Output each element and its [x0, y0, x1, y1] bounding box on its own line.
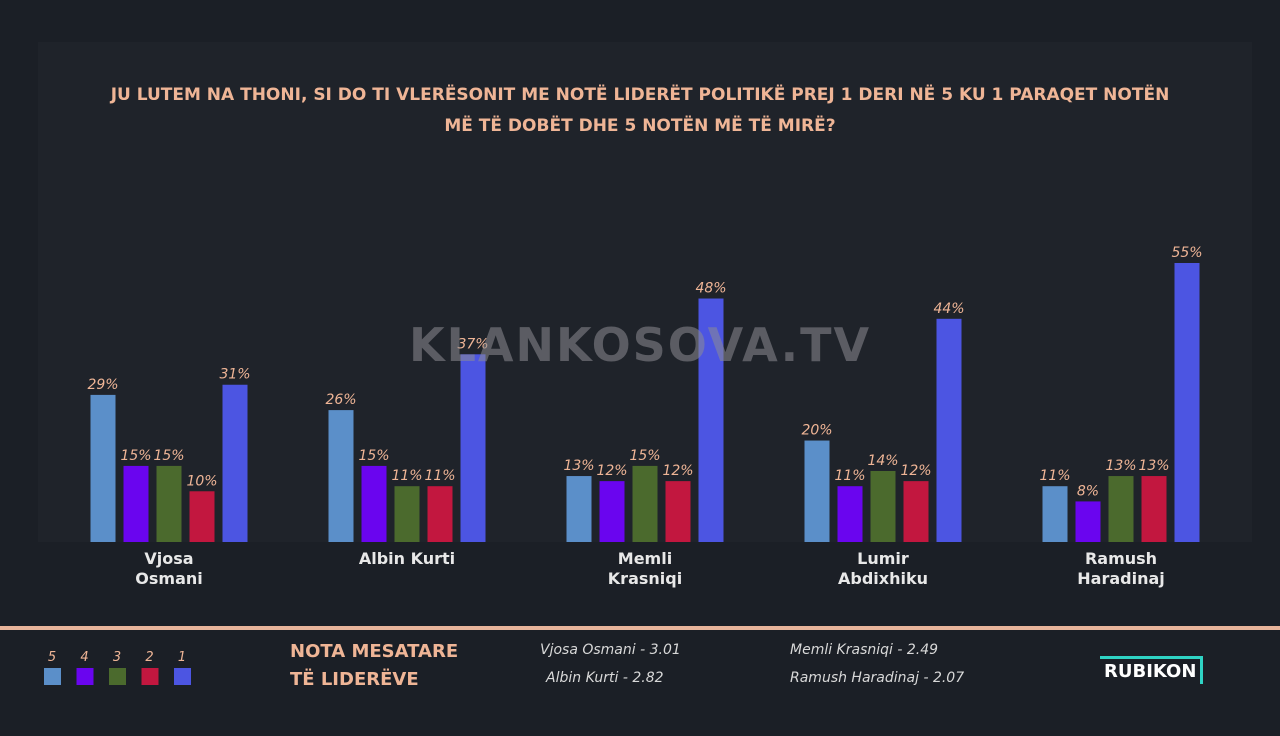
value-label: 13%: [1138, 458, 1169, 474]
value-label: 37%: [457, 336, 488, 352]
value-label: 13%: [563, 458, 594, 474]
value-label: 15%: [153, 448, 184, 464]
bar: [222, 384, 248, 542]
bar: [1042, 486, 1068, 542]
value-label: 48%: [695, 281, 726, 297]
bar: [698, 298, 724, 542]
value-label: 12%: [662, 463, 693, 479]
bar: [1141, 476, 1167, 542]
category-label: Albin Kurti: [358, 549, 456, 568]
value-label: 11%: [1039, 468, 1070, 484]
legend-label: 1: [178, 650, 186, 665]
legend-swatch: [76, 668, 94, 685]
value-label: 31%: [219, 367, 250, 383]
value-label: 10%: [186, 473, 217, 489]
bar: [189, 491, 215, 542]
legend-swatch: [141, 668, 159, 685]
legend-swatch: [174, 668, 191, 685]
value-label: 13%: [1105, 458, 1136, 474]
average: Albin Kurti - 2.82: [546, 670, 664, 686]
legend-label: 4: [80, 650, 88, 665]
category-label: Ramush Haradinaj: [1077, 549, 1165, 588]
value-label: 11%: [391, 468, 422, 484]
bar: [837, 486, 863, 542]
bar: [599, 481, 625, 542]
divider: [0, 626, 1280, 630]
value-label: 15%: [629, 448, 660, 464]
value-label: 11%: [834, 468, 865, 484]
value-label: 15%: [120, 448, 151, 464]
bar: [90, 394, 116, 542]
average: Memli Krasniqi - 2.49: [790, 642, 939, 658]
bar: [361, 465, 387, 542]
bar: [632, 465, 658, 542]
category-label: Memli Krasniqi: [607, 549, 683, 588]
value-label: 26%: [325, 392, 356, 408]
footer-heading: NOTA MESATARE TË LIDERËVE: [290, 641, 459, 690]
category-label: Vjosa Osmani: [135, 549, 203, 588]
value-label: 8%: [1077, 483, 1099, 499]
bar: [460, 354, 486, 542]
bar: [804, 440, 830, 542]
value-label: 55%: [1171, 245, 1202, 261]
legend-label: 3: [113, 650, 121, 665]
bar: [566, 476, 592, 542]
value-label: 44%: [933, 301, 964, 317]
legend-label: 5: [48, 650, 56, 665]
bar: [394, 486, 420, 542]
bar: [328, 410, 354, 542]
value-label: 15%: [358, 448, 389, 464]
bar: [870, 470, 896, 542]
average: Vjosa Osmani - 3.01: [540, 642, 681, 658]
bar: [123, 465, 149, 542]
legend-swatch: [44, 668, 61, 685]
bar: [936, 318, 962, 542]
value-label: 14%: [867, 453, 898, 469]
value-label: 12%: [900, 463, 931, 479]
value-label: 20%: [801, 423, 832, 439]
category-label: Lumir Abdixhiku: [838, 549, 928, 588]
bar: [1075, 501, 1101, 542]
value-label: 11%: [424, 468, 455, 484]
bar: [665, 481, 691, 542]
chart-title: JU LUTEM NA THONI, SI DO TI VLERËSONIT M…: [110, 85, 1170, 136]
watermark: KLANKOSOVA.TV: [408, 318, 872, 372]
bar: [156, 465, 182, 542]
legend-label: 2: [145, 650, 153, 665]
bar: [903, 481, 929, 542]
average: Ramush Haradinaj - 2.07: [790, 670, 965, 686]
bar: [1108, 476, 1134, 542]
value-label: 12%: [596, 463, 627, 479]
value-label: 29%: [87, 377, 118, 393]
bar: [1174, 263, 1200, 542]
bar: [427, 486, 453, 542]
logo: RUBIKON: [1100, 656, 1204, 684]
legend-swatch: [109, 668, 126, 685]
